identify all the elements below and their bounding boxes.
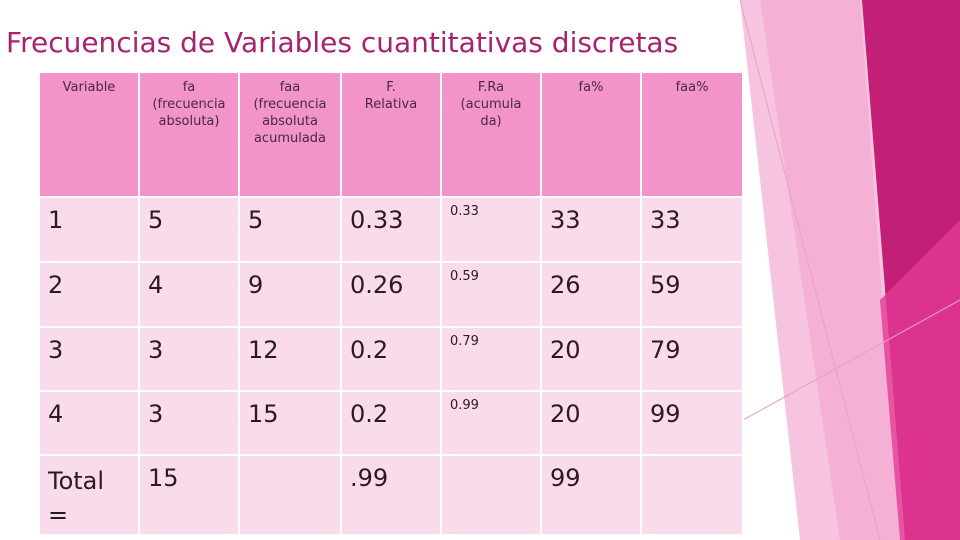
- cell-text: 26: [550, 271, 581, 299]
- cell-text: 12: [248, 336, 279, 364]
- header-line: da): [480, 114, 502, 129]
- body-cell: [240, 456, 342, 536]
- header-line: Variable: [62, 80, 116, 95]
- header-line: absoluta: [262, 114, 318, 129]
- header-line: faa: [279, 80, 301, 95]
- deco-band: [880, 220, 960, 540]
- body-cell: 3: [40, 328, 140, 392]
- body-cell: 0.26: [342, 263, 442, 328]
- cell-text: 0.59: [450, 269, 479, 284]
- body-cell: 2: [40, 263, 140, 328]
- header-line: F.: [386, 80, 396, 95]
- body-cell: 20: [542, 328, 642, 392]
- cell-text: Total =: [48, 467, 105, 529]
- body-cell: 9: [240, 263, 342, 328]
- body-cell: 20: [542, 392, 642, 456]
- deco-line: [742, 299, 960, 421]
- header-line: faa%: [675, 80, 709, 95]
- body-cell: 59: [642, 263, 744, 328]
- header-cell: F.Ra (acumula da): [442, 73, 542, 198]
- cell-text: 59: [650, 271, 681, 299]
- body-cell: 99: [642, 392, 744, 456]
- cell-text: 0.79: [450, 334, 479, 349]
- body-cell: 0.2: [342, 392, 442, 456]
- header-cell: faa%: [642, 73, 744, 198]
- body-cell: .99: [342, 456, 442, 536]
- body-cell: 99: [542, 456, 642, 536]
- body-cell: 0.33: [442, 198, 542, 263]
- body-cell: Total =: [40, 456, 140, 536]
- body-cell: 33: [542, 198, 642, 263]
- header-line: (frecuencia: [253, 97, 327, 112]
- cell-text: 33: [550, 206, 581, 234]
- deco-band: [760, 0, 900, 540]
- header-line: F.Ra: [477, 80, 505, 95]
- body-cell: 15: [240, 392, 342, 456]
- body-cell: 3: [140, 392, 240, 456]
- cell-text: 0.2: [350, 336, 389, 364]
- cell-text: 15: [248, 400, 279, 428]
- cell-text: 20: [550, 336, 581, 364]
- body-cell: 4: [40, 392, 140, 456]
- cell-text: 3: [48, 336, 64, 364]
- body-cell: 26: [542, 263, 642, 328]
- cell-text: 79: [650, 336, 681, 364]
- header-line: (acumula: [460, 97, 522, 112]
- header-cell: faa (frecuencia absoluta acumulada: [240, 73, 342, 198]
- deco-line: [739, 0, 881, 540]
- cell-text: 0.33: [350, 206, 404, 234]
- body-cell: 4: [140, 263, 240, 328]
- body-cell: 0.59: [442, 263, 542, 328]
- header-cell: fa%: [542, 73, 642, 198]
- cell-text: 4: [48, 400, 64, 428]
- body-cell: 12: [240, 328, 342, 392]
- body-cell: 0.33: [342, 198, 442, 263]
- body-cell: 5: [240, 198, 342, 263]
- cell-text: 0.99: [450, 398, 479, 413]
- header-line: (frecuencia: [152, 97, 226, 112]
- cell-text: 99: [550, 464, 581, 492]
- body-cell: 3: [140, 328, 240, 392]
- header-cell: fa (frecuencia absoluta): [140, 73, 240, 198]
- header-line: Relativa: [364, 97, 418, 112]
- header-cell: Variable: [40, 73, 140, 198]
- body-cell: 1: [40, 198, 140, 263]
- body-cell: 15: [140, 456, 240, 536]
- cell-text: .99: [350, 464, 389, 492]
- cell-text: 9: [248, 271, 264, 299]
- header-line: absoluta): [158, 114, 220, 129]
- cell-text: 5: [248, 206, 264, 234]
- body-cell: 5: [140, 198, 240, 263]
- cell-text: 5: [148, 206, 164, 234]
- cell-text: 0.26: [350, 271, 404, 299]
- cell-text: 20: [550, 400, 581, 428]
- cell-text: 1: [48, 206, 64, 234]
- cell-text: 3: [148, 336, 164, 364]
- cell-text: 0.33: [450, 204, 479, 219]
- title: Frecuencias de Variables cuantitativas d…: [6, 26, 679, 59]
- cell-text: 99: [650, 400, 681, 428]
- cell-text: 3: [148, 400, 164, 428]
- body-cell: [442, 456, 542, 536]
- body-cell: 0.99: [442, 392, 542, 456]
- header-line: acumulada: [253, 131, 327, 146]
- cell-text: 4: [148, 271, 164, 299]
- body-cell: 0.2: [342, 328, 442, 392]
- cell-text: 0.2: [350, 400, 389, 428]
- header-line: fa%: [578, 80, 604, 95]
- body-cell: 79: [642, 328, 744, 392]
- body-cell: 33: [642, 198, 744, 263]
- body-cell: [642, 456, 744, 536]
- header-line: fa: [182, 80, 196, 95]
- cell-text: 2: [48, 271, 64, 299]
- header-cell: F. Relativa: [342, 73, 442, 198]
- cell-text: 15: [148, 464, 179, 492]
- body-cell: 0.79: [442, 328, 542, 392]
- cell-text: 33: [650, 206, 681, 234]
